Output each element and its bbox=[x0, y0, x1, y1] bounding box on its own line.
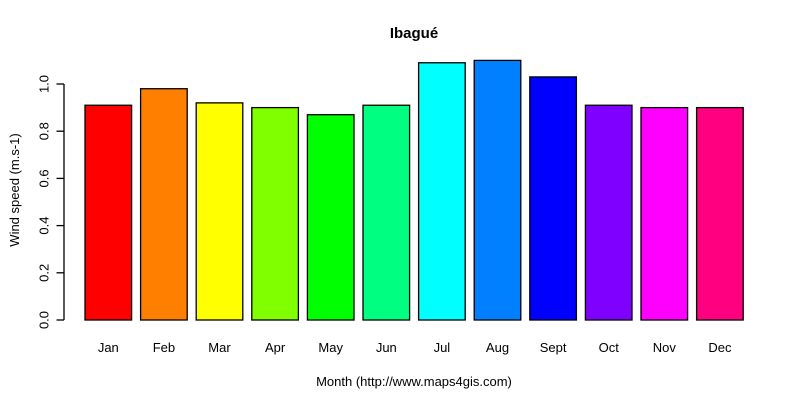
bar-dec bbox=[695, 106, 744, 321]
bar-nov bbox=[640, 106, 689, 321]
bar-feb bbox=[139, 88, 188, 321]
x-tick-label-jun: Jun bbox=[376, 340, 397, 355]
y-tick-label: 0.6 bbox=[36, 169, 51, 187]
x-tick-label-jul: Jul bbox=[434, 340, 451, 355]
x-tick-label-nov: Nov bbox=[653, 340, 677, 355]
bars-group bbox=[84, 59, 744, 321]
x-tick-label-feb: Feb bbox=[153, 340, 175, 355]
x-tick-label-jan: Jan bbox=[98, 340, 119, 355]
y-tick-label: 0.2 bbox=[36, 264, 51, 282]
bar-oct bbox=[584, 104, 633, 321]
x-tick-label-may: May bbox=[318, 340, 343, 355]
bar-aug bbox=[473, 59, 522, 321]
y-tick-label: 1.0 bbox=[36, 75, 51, 93]
bar-apr bbox=[251, 106, 300, 321]
y-tick-label: 0.0 bbox=[36, 311, 51, 329]
y-tick-label: 0.8 bbox=[36, 122, 51, 140]
x-tick-label-oct: Oct bbox=[599, 340, 620, 355]
x-tick-label-sept: Sept bbox=[540, 340, 567, 355]
x-tick-label-apr: Apr bbox=[265, 340, 286, 355]
y-axis-label: Wind speed (m.s-1) bbox=[7, 133, 22, 246]
bar-mar bbox=[195, 102, 244, 321]
bar-sept bbox=[529, 76, 578, 321]
bar-jun bbox=[362, 104, 411, 321]
x-tick-label-mar: Mar bbox=[208, 340, 231, 355]
x-tick-label-aug: Aug bbox=[486, 340, 509, 355]
y-axis: 0.0 0.2 0.4 0.6 0.8 1.0 bbox=[36, 75, 65, 329]
chart-title: Ibagué bbox=[390, 25, 438, 42]
bar-jul bbox=[417, 62, 466, 321]
x-tick-labels-group: Jan Feb Mar Apr May Jun Jul Aug Sept Oct Nov Dec bbox=[98, 340, 732, 355]
x-axis-label: Month (http://www.maps4gis.com) bbox=[316, 374, 512, 389]
bar-jan bbox=[84, 104, 133, 321]
y-tick-label: 0.4 bbox=[36, 217, 51, 235]
bar-may bbox=[306, 114, 355, 321]
x-tick-label-dec: Dec bbox=[708, 340, 732, 355]
